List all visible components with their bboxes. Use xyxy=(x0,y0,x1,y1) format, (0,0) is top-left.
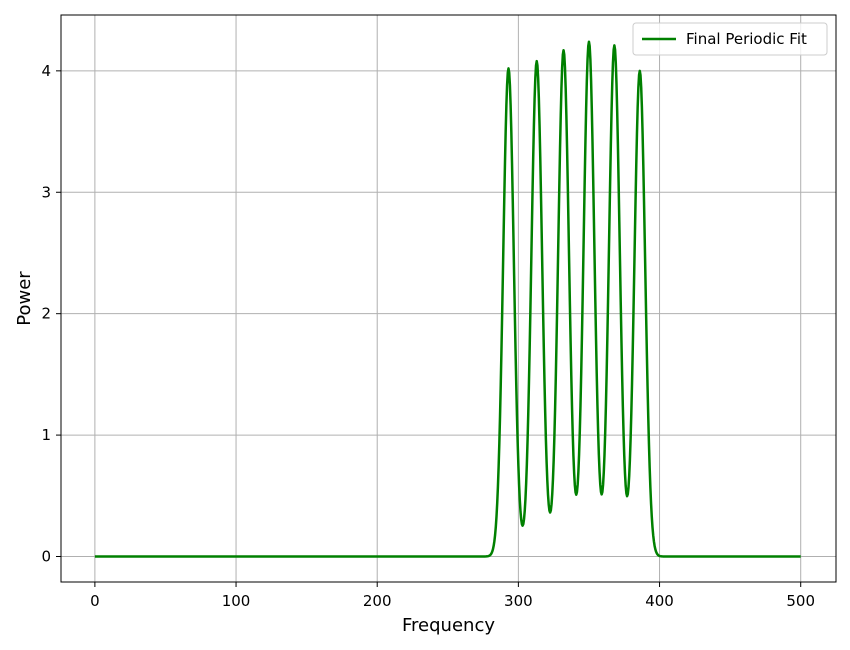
legend: Final Periodic Fit xyxy=(632,22,828,56)
y-tick-label: 3 xyxy=(41,183,51,201)
y-tick-label: 1 xyxy=(41,426,51,444)
plot-frame xyxy=(60,14,837,583)
legend-box xyxy=(632,22,828,56)
x-tick-label: 400 xyxy=(645,592,674,610)
x-tick-label: 200 xyxy=(363,592,392,610)
x-tick-label: 100 xyxy=(222,592,251,610)
legend-entry-final-periodic-fit: Final Periodic Fit xyxy=(686,30,807,48)
series-line-final-periodic-fit xyxy=(94,40,802,558)
series-layer xyxy=(94,40,802,558)
x-tick-label: 500 xyxy=(786,592,815,610)
y-tick-label: 2 xyxy=(41,305,51,323)
y-axis-label: Power xyxy=(14,271,35,326)
y-tick-label: 0 xyxy=(41,548,51,566)
grid xyxy=(61,15,836,582)
x-axis-label: Frequency xyxy=(402,615,495,636)
x-tick-label: 0 xyxy=(90,592,100,610)
ticks: 0 100 200 300 400 500 0 1 2 3 4 xyxy=(41,62,815,610)
x-tick-label: 300 xyxy=(504,592,533,610)
y-tick-label: 4 xyxy=(41,62,51,80)
